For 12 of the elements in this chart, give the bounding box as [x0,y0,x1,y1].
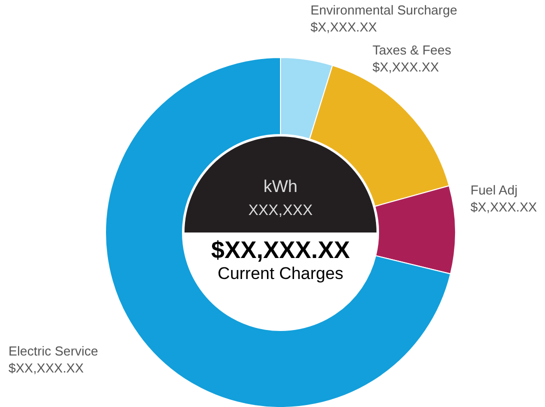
text: $XX,XXX.XX [211,237,350,264]
text: Current Charges [218,264,344,283]
slice-label: Fuel Adj [470,182,518,198]
data-label: $X,XXX.XX [310,20,378,34]
slice-label: Environmental Surcharge [310,2,458,18]
slice-label: Electric Service [8,344,98,358]
text: XXX,XXX [248,202,313,219]
slice-label: Taxes & Fees [372,42,452,58]
data-label: $X,XXX.XX [372,60,440,74]
data-label: $X,XXX.XX [470,200,538,214]
data-label: $XX,XXX.XX [8,360,84,376]
text: kWh [264,177,298,196]
